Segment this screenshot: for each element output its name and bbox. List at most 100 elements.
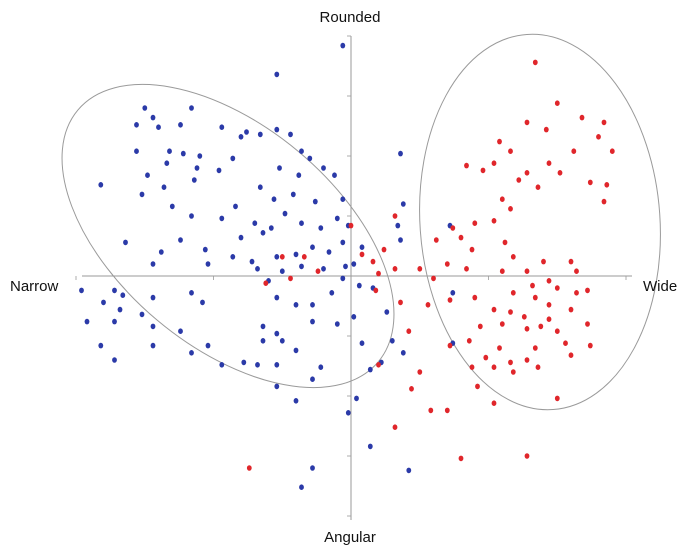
red-point-92 xyxy=(359,251,365,258)
red-point-34 xyxy=(499,268,505,275)
blue-point-76 xyxy=(117,306,123,313)
blue-point-102 xyxy=(219,362,225,368)
blue-point-117 xyxy=(310,465,315,471)
red-point-81 xyxy=(458,455,464,462)
blue-point-6 xyxy=(156,124,161,130)
blue-point-50 xyxy=(238,234,244,241)
red-point-37 xyxy=(568,258,574,265)
red-point-33 xyxy=(464,266,469,272)
blue-point-54 xyxy=(274,253,280,260)
blue-point-32 xyxy=(296,172,302,178)
red-point-46 xyxy=(472,294,478,301)
blue-point-59 xyxy=(150,261,156,267)
red-point-95 xyxy=(315,268,321,275)
blue-point-2 xyxy=(142,105,148,111)
blue-point-25 xyxy=(194,165,200,171)
blue-point-98 xyxy=(98,342,104,349)
blue-point-119 xyxy=(406,467,412,474)
blue-point-14 xyxy=(299,148,304,154)
right-axis-label: Wide xyxy=(643,278,677,295)
blue-point-105 xyxy=(274,362,280,368)
blue-point-20 xyxy=(230,155,236,162)
red-point-91 xyxy=(376,362,381,368)
blue-point-96 xyxy=(310,318,315,325)
red-point-67 xyxy=(535,364,541,371)
blue-point-43 xyxy=(268,225,274,231)
red-point-49 xyxy=(491,306,497,313)
red-point-89 xyxy=(425,302,431,308)
blue-point-51 xyxy=(202,246,208,253)
red-point-18 xyxy=(557,170,563,176)
left-axis-label: Narrow xyxy=(10,278,59,295)
blue-point-64 xyxy=(321,266,326,272)
blue-point-3 xyxy=(150,114,156,121)
red-point-11 xyxy=(491,160,497,166)
blue-point-77 xyxy=(139,311,145,318)
red-point-5 xyxy=(579,114,585,121)
red-point-26 xyxy=(472,220,478,226)
blue-point-9 xyxy=(219,124,225,130)
red-point-21 xyxy=(601,198,607,205)
red-point-9 xyxy=(609,148,615,154)
blue-point-63 xyxy=(299,263,304,270)
blue-point-87 xyxy=(84,318,90,325)
blue-point-10 xyxy=(257,131,263,138)
blue-point-107 xyxy=(318,364,324,371)
red-point-71 xyxy=(491,364,497,371)
blue-point-101 xyxy=(189,350,194,356)
red-point-3 xyxy=(543,126,549,133)
red-point-78 xyxy=(409,386,414,392)
blue-point-73 xyxy=(112,287,117,294)
blue-point-47 xyxy=(178,237,183,243)
red-point-60 xyxy=(532,345,538,351)
red-point-84 xyxy=(246,465,252,471)
red-point-85 xyxy=(348,222,354,229)
blue-point-30 xyxy=(290,191,296,198)
red-point-69 xyxy=(587,342,593,349)
red-point-20 xyxy=(604,182,610,188)
blue-point-22 xyxy=(307,155,313,162)
blue-point-93 xyxy=(274,330,280,337)
blue-point-62 xyxy=(279,268,285,275)
red-point-57 xyxy=(554,328,560,335)
blue-point-0 xyxy=(340,42,346,49)
blue-point-99 xyxy=(150,342,156,349)
blue-point-85 xyxy=(329,290,335,296)
red-point-76 xyxy=(428,407,434,414)
blue-point-7 xyxy=(178,122,183,128)
blue-point-95 xyxy=(279,338,285,344)
blue-point-55 xyxy=(293,251,299,258)
blue-point-126 xyxy=(398,237,403,243)
blue-point-1 xyxy=(274,71,280,78)
red-point-14 xyxy=(524,170,530,176)
blue-point-78 xyxy=(150,294,156,301)
blue-point-24 xyxy=(216,167,222,174)
blue-point-75 xyxy=(101,299,106,306)
blue-point-84 xyxy=(310,302,315,308)
blue-point-34 xyxy=(161,184,167,190)
red-point-99 xyxy=(263,280,269,287)
blue-point-18 xyxy=(197,153,203,159)
blue-point-35 xyxy=(98,182,104,188)
blue-point-44 xyxy=(299,220,304,226)
red-point-28 xyxy=(510,253,516,260)
red-point-4 xyxy=(497,138,502,145)
red-point-72 xyxy=(510,369,516,375)
blue-point-65 xyxy=(343,263,348,270)
blue-point-21 xyxy=(321,165,326,171)
blue-point-109 xyxy=(310,376,315,383)
blue-point-60 xyxy=(205,261,211,267)
red-point-80 xyxy=(585,287,590,294)
red-point-36 xyxy=(541,258,546,265)
red-point-50 xyxy=(508,309,513,315)
blue-point-125 xyxy=(395,222,401,229)
blue-point-5 xyxy=(134,122,139,128)
red-point-98 xyxy=(288,275,293,282)
axis-labels: Rounded Angular Narrow Wide xyxy=(10,9,677,546)
blue-point-42 xyxy=(252,220,258,226)
red-point-16 xyxy=(516,177,522,183)
red-point-48 xyxy=(568,306,574,313)
red-point-41 xyxy=(554,285,560,291)
red-point-59 xyxy=(563,340,568,347)
blue-point-52 xyxy=(230,253,236,260)
